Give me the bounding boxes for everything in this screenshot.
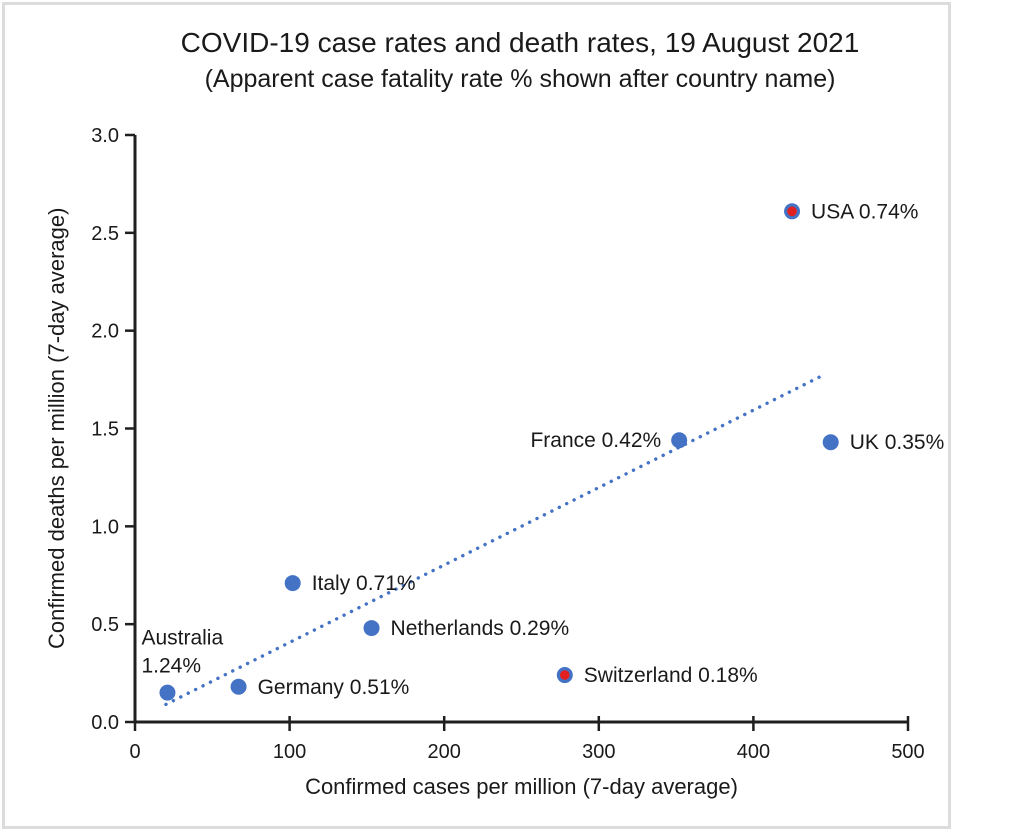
point-label-italy: Italy 0.71% <box>312 572 416 595</box>
x-tick-label: 500 <box>891 741 924 763</box>
data-point-italy <box>284 575 301 592</box>
data-point-center-usa <box>787 206 797 217</box>
point-label-australia: Australia <box>141 627 223 650</box>
data-point-center-switzerland <box>559 670 570 680</box>
data-point-germany <box>230 678 247 695</box>
y-tick-label: 0.0 <box>91 712 119 734</box>
x-axis-title: Confirmed cases per million (7-day avera… <box>305 774 738 799</box>
data-point-uk <box>822 434 839 451</box>
point-label-france: France 0.42% <box>530 429 661 452</box>
trendline <box>164 372 828 707</box>
point-label-uk: UK 0.35% <box>850 431 945 454</box>
y-tick-label: 1.0 <box>91 516 119 538</box>
y-tick-label: 1.5 <box>91 419 119 441</box>
chart-title: COVID-19 case rates and death rates, 19 … <box>180 27 860 58</box>
data-point-france <box>671 432 688 449</box>
data-point-netherlands <box>363 620 380 637</box>
data-point-australia <box>159 684 176 701</box>
y-tick-label: 2.5 <box>91 223 119 245</box>
x-tick-label: 400 <box>737 741 770 763</box>
point-label-netherlands: Netherlands 0.29% <box>391 617 570 640</box>
x-tick-label: 0 <box>129 741 140 763</box>
point-label-germany: Germany 0.51% <box>258 676 410 699</box>
y-tick-label: 0.5 <box>91 614 119 636</box>
point-label-usa: USA 0.74% <box>811 200 918 223</box>
y-tick-label: 2.0 <box>91 321 119 343</box>
x-tick-label: 200 <box>428 741 461 763</box>
point-label-australia: 1.24% <box>141 655 201 678</box>
point-label-switzerland: Switzerland 0.18% <box>584 664 758 687</box>
x-tick-label: 300 <box>582 741 615 763</box>
y-tick-label: 3.0 <box>91 125 119 147</box>
x-tick-label: 100 <box>273 741 306 763</box>
chart-subtitle: (Apparent case fatality rate % shown aft… <box>204 65 836 93</box>
